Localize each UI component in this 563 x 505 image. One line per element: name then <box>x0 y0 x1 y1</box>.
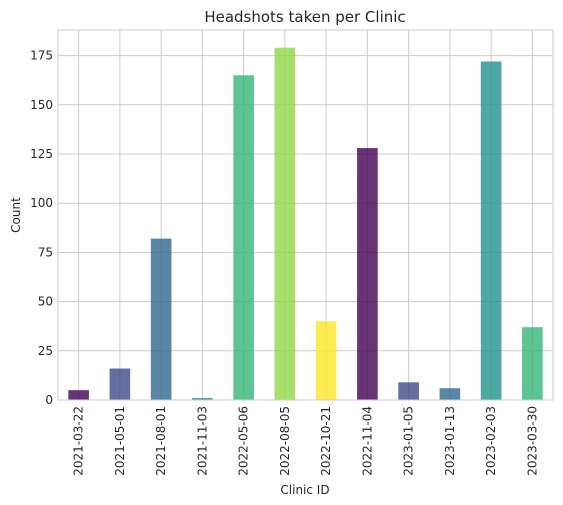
x-axis-label: Clinic ID <box>280 483 329 497</box>
x-tick-label: 2022-08-05 <box>278 406 292 476</box>
plot-frame <box>57 29 554 401</box>
x-tick-label: 2023-01-05 <box>402 406 416 476</box>
y-tick-label: 125 <box>30 147 53 161</box>
x-tick-label: 2023-03-30 <box>525 406 539 476</box>
y-axis-ticks: 0 25 50 75 100 125 150 175 <box>30 49 53 407</box>
x-tick-label: 2023-02-03 <box>484 406 498 476</box>
y-tick-label: 0 <box>45 393 53 407</box>
bar <box>357 148 378 400</box>
y-tick-label: 50 <box>38 295 53 309</box>
x-tick-label: 2022-10-21 <box>319 406 333 476</box>
y-axis-label: Count <box>9 197 23 233</box>
x-tick-label: 2021-11-03 <box>195 406 209 476</box>
y-tick-label: 175 <box>30 49 53 63</box>
x-tick-label: 2021-03-22 <box>72 406 86 476</box>
x-tick-label: 2023-01-13 <box>443 406 457 476</box>
bar <box>315 321 337 400</box>
x-tick-label: 2022-05-06 <box>237 406 251 476</box>
bar <box>439 388 461 400</box>
bar <box>68 390 89 400</box>
y-tick-label: 150 <box>30 98 53 112</box>
y-tick-label: 25 <box>38 344 53 358</box>
bar <box>192 398 213 400</box>
bar <box>274 47 296 400</box>
x-tick-label: 2021-05-01 <box>113 406 127 476</box>
bar <box>150 238 172 400</box>
grid <box>58 30 553 401</box>
bar <box>522 327 543 400</box>
y-tick-label: 100 <box>30 196 53 210</box>
bar <box>233 75 254 400</box>
y-tick-label: 75 <box>38 245 53 259</box>
bars <box>68 47 543 401</box>
x-tick-label: 2022-11-04 <box>360 406 374 476</box>
bar <box>480 61 502 401</box>
x-axis-ticks: 2021-03-22 2021-05-01 2021-08-01 2021-11-03… <box>72 406 540 476</box>
bar <box>109 368 131 400</box>
bar <box>398 382 419 400</box>
chart-title: Headshots taken per Clinic <box>204 8 405 26</box>
x-tick-label: 2021-08-01 <box>154 406 168 476</box>
